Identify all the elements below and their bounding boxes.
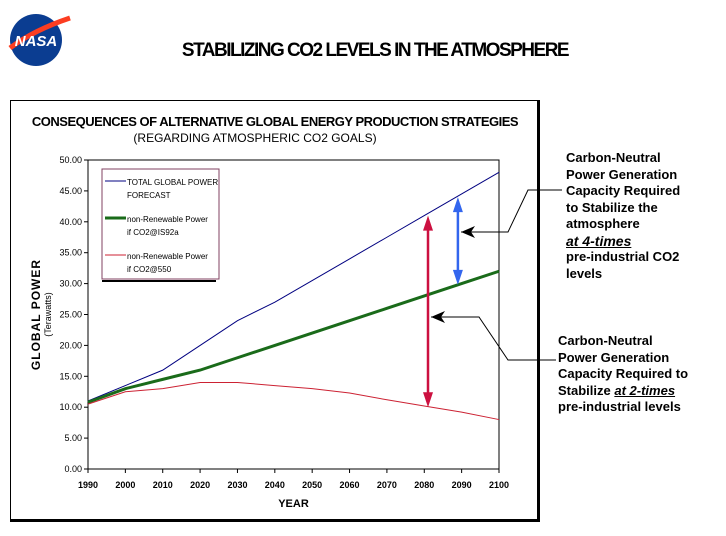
y-tick-label: 15.00 [59,371,82,381]
annotation-4-times: Carbon-Neutral Power Generation Capacity… [566,150,680,282]
y-tick-label: 40.00 [59,217,82,227]
x-tick-label: 1990 [78,480,98,490]
ann2-line: Stabilize [558,382,615,398]
ann4-line: Capacity Required [566,183,681,198]
y-tick-label: 35.00 [59,248,82,258]
y-tick-label: 10.00 [59,402,82,412]
x-tick-label: 2060 [340,480,360,490]
callout-arrowhead-2x [431,311,445,323]
x-tick-label: 2020 [190,480,210,490]
ann4-line: to Stabilize the [566,199,658,215]
series-line-2 [87,269,500,404]
ann4-line: levels [566,265,603,281]
arrow-head-up [423,215,434,231]
callout-arrowhead-4x [461,226,475,238]
ann4-line: Power Generation [566,166,678,182]
chart-subtitle: (REGARDING ATMOSPHERIC CO2 GOALS) [133,131,377,145]
page-title: STABILIZING CO2 LEVELS IN THE ATMOSPHERE [181,40,570,61]
y-tick-label: 50.00 [59,155,82,165]
callout-line-4x [461,189,562,233]
callout-line-2x [431,316,556,361]
legend-label: if CO2@IS92a [127,228,179,237]
legend-label: if CO2@550 [127,265,172,274]
nasa-logo: NASA [8,14,71,66]
legend-box [101,168,220,280]
x-tick-label: 2010 [153,480,173,490]
y-axis-label: GLOBAL POWER [29,259,43,370]
chart-frame [10,100,540,522]
ann4-line: pre-industrial CO2 [566,249,680,264]
x-tick-label: 2040 [265,480,285,490]
x-tick-label: 2090 [452,480,472,490]
ann2-line: pre-industrial levels [558,399,681,414]
y-tick-label: 45.00 [59,186,82,196]
y-tick-label: 5.00 [64,433,82,443]
annotation-2-times: Carbon-Neutral Power Generation Capacity… [558,333,688,416]
y-axis-sublabel: (Terawatts) [43,292,53,337]
x-tick-label: 2070 [377,480,397,490]
x-tick-label: 2080 [414,480,434,490]
ann2-emph: at 2-times [614,382,676,398]
ann4-line: atmosphere [566,216,640,231]
y-tick-label: 30.00 [59,279,82,289]
ann4-emph: at 4-times [566,232,632,249]
series-line-3 [87,381,500,421]
x-tick-label: 2000 [115,480,135,490]
ann4-line: Carbon-Neutral [566,150,661,165]
arrow-head-down [452,269,463,285]
y-tick-label: 25.00 [59,310,82,320]
chart-title: CONSEQUENCES OF ALTERNATIVE GLOBAL ENERG… [31,114,519,129]
svg-text:NASA: NASA [15,33,58,50]
x-tick-label: 2030 [227,480,247,490]
arrow-head-down [423,392,434,408]
y-tick-label: 0.00 [64,464,82,474]
x-tick-label: 2050 [302,480,322,490]
legend-label: FORECAST [127,191,171,200]
ann2-line: Power Generation [558,349,670,365]
y-tick-label: 20.00 [59,340,82,350]
legend-label: TOTAL GLOBAL POWER [127,178,218,187]
x-axis-label: YEAR [278,498,309,510]
legend-label: non-Renewable Power [127,215,208,224]
ann2-line: Carbon-Neutral [558,333,653,348]
series-line-1 [87,171,500,402]
ann2-line: Capacity Required to [558,366,689,381]
legend-label: non-Renewable Power [127,252,208,261]
x-tick-label: 2100 [489,480,509,490]
arrow-head-up [452,197,463,213]
